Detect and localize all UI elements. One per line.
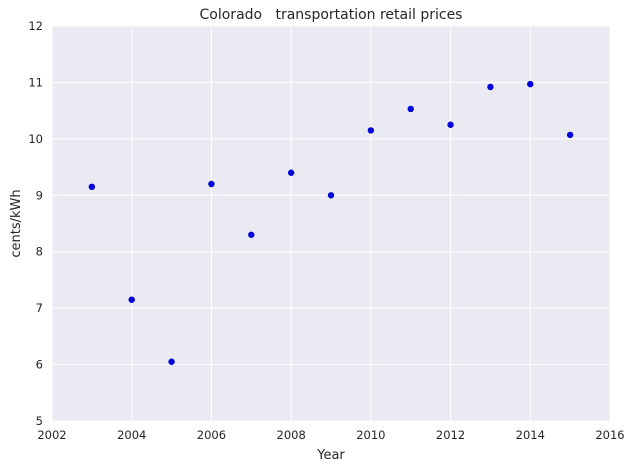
data-point (327, 192, 335, 199)
data-point (367, 127, 375, 134)
y-tick-label: 12 (28, 19, 43, 33)
data-point (527, 80, 534, 88)
data-point (88, 183, 96, 191)
y-tick-label: 10 (28, 132, 43, 146)
data-point (208, 180, 215, 188)
data-point (407, 105, 414, 113)
y-tick-label: 9 (36, 188, 43, 202)
data-point (487, 83, 494, 91)
y-tick-label: 6 (36, 358, 43, 372)
data-point (168, 358, 175, 365)
y-tick-labels: 5 6 7 8 9 10 11 12 (28, 19, 43, 428)
x-tick-label: 2008 (277, 428, 306, 442)
x-tick-label: 2016 (595, 428, 624, 442)
x-tick-label: 2010 (356, 428, 385, 442)
data-points (88, 80, 574, 365)
y-tick-label: 5 (36, 414, 43, 428)
data-point (128, 296, 135, 303)
x-axis-label: Year (316, 448, 345, 463)
x-tick-labels: 2002 2004 2006 2008 2010 2012 2014 2016 (37, 428, 624, 442)
y-tick-label: 8 (36, 245, 43, 259)
data-point (566, 131, 574, 139)
x-tick-label: 2002 (37, 428, 66, 442)
data-point (287, 169, 295, 176)
chart-title: Colorado transportation retail prices (200, 7, 463, 23)
y-axis-label: cents/kWh (9, 189, 24, 257)
x-tick-label: 2006 (197, 428, 226, 442)
plot-area (52, 26, 610, 421)
x-tick-label: 2004 (117, 428, 146, 442)
x-tick-label: 2014 (516, 428, 545, 442)
data-point (248, 231, 255, 238)
y-tick-label: 7 (36, 301, 43, 315)
x-tick-label: 2012 (436, 428, 465, 442)
data-point (447, 121, 454, 128)
y-tick-label: 11 (28, 75, 43, 89)
